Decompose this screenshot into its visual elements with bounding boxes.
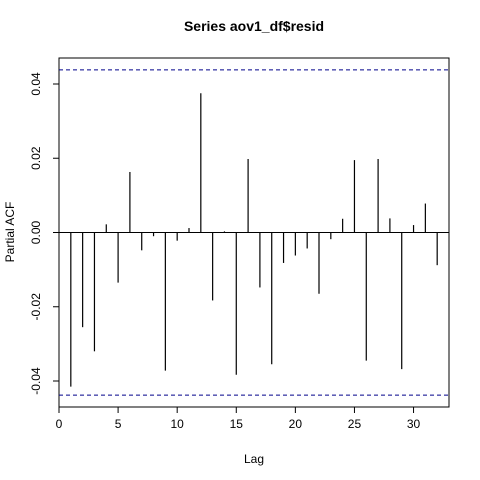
x-axis-label: Lag (244, 452, 264, 466)
y-tick-label: 0.04 (29, 72, 43, 96)
chart-title: Series aov1_df$resid (184, 18, 324, 34)
x-tick-label: 30 (407, 417, 421, 431)
y-axis-label: Partial ACF (3, 202, 17, 263)
x-tick-label: 25 (348, 417, 362, 431)
x-tick-label: 15 (230, 417, 244, 431)
x-tick-label: 5 (115, 417, 122, 431)
y-tick-label: 0.02 (29, 146, 43, 170)
x-tick-label: 20 (289, 417, 303, 431)
y-tick-label: 0.00 (29, 220, 43, 244)
x-axis: 0 5 10 15 20 25 30 (56, 406, 421, 431)
x-tick-label: 10 (171, 417, 185, 431)
y-tick-label: -0.02 (29, 293, 43, 321)
confidence-bounds (59, 69, 449, 396)
x-tick-label: 0 (56, 417, 63, 431)
pacf-bars (70, 93, 438, 387)
y-axis: -0.04 -0.02 0.00 0.02 0.04 (29, 72, 60, 395)
y-tick-label: -0.04 (29, 367, 43, 395)
